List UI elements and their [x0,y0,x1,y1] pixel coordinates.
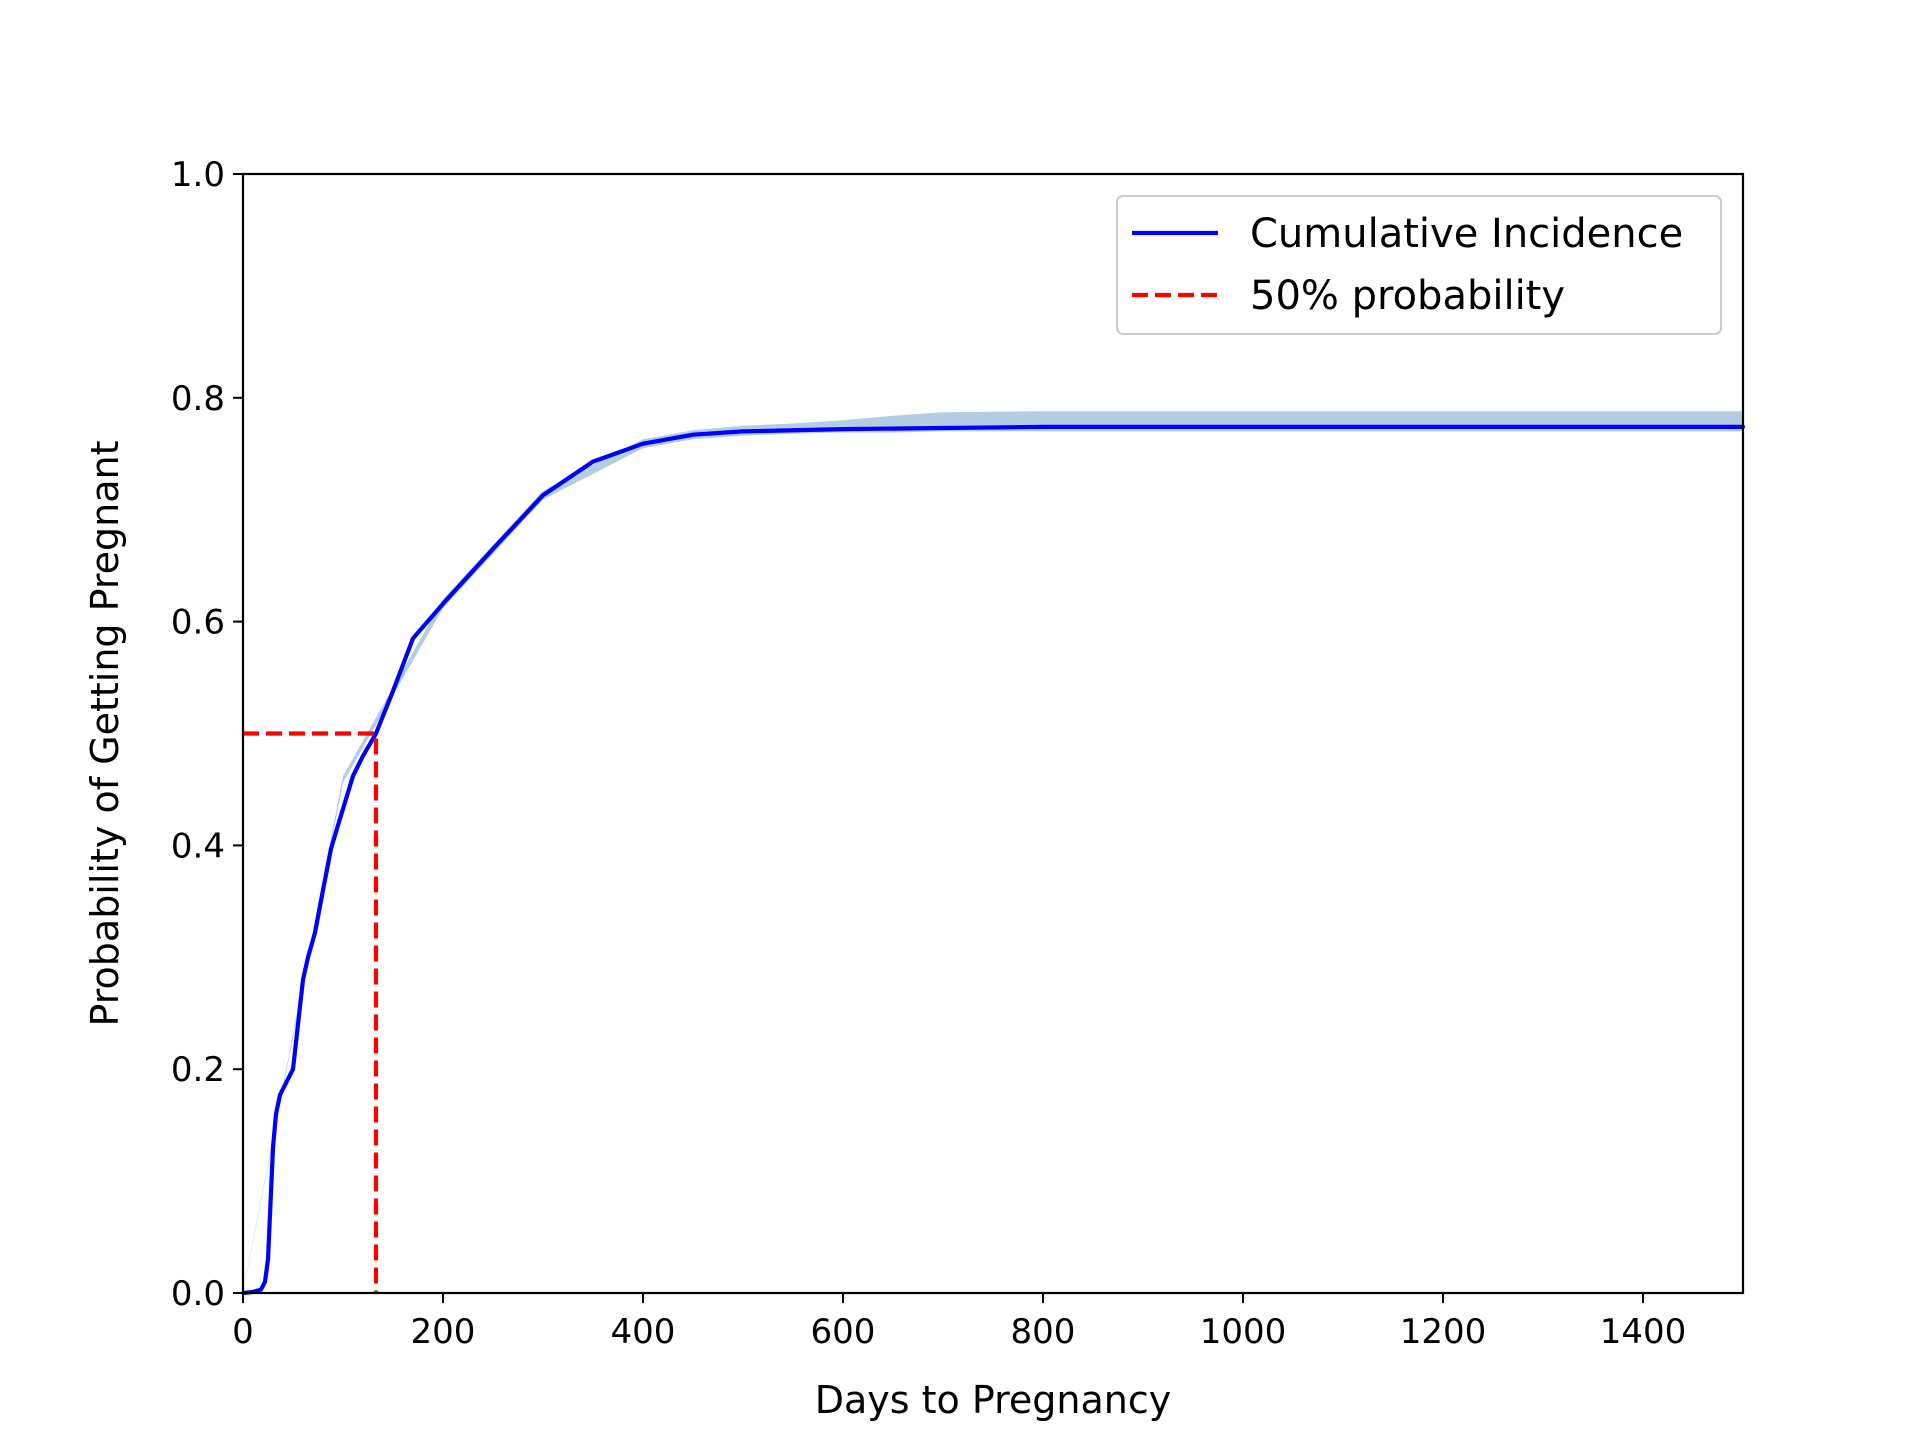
x-tick-label: 1000 [1200,1312,1287,1352]
series-line-50-percent [243,731,379,1293]
confidence-band [243,411,1743,1293]
x-tick-label: 600 [811,1312,876,1352]
y-tick-label: 0.2 [171,1050,225,1090]
x-tick-label: 400 [611,1312,676,1352]
series-line-cumulative-incidence [240,424,1746,1296]
x-tick-label: 0 [232,1312,254,1352]
y-axis: 0.0 0.2 0.4 0.6 0.8 1.0 [171,155,243,1314]
series-layer [240,424,1746,1296]
legend-box [1116,195,1722,335]
legend-label-50-percent: 50% probability [1250,273,1565,319]
legend: Cumulative Incidence 50% probability [1116,195,1722,335]
y-axis-label: Probability of Getting Pregnant [83,440,127,1026]
x-tick-label: 1200 [1400,1312,1487,1352]
y-tick-label: 1.0 [171,155,225,195]
x-axis: 0 200 400 600 800 1000 1200 1400 [232,1293,1686,1352]
plot-area [240,172,1746,1296]
x-tick-label: 800 [1011,1312,1076,1352]
legend-label-cumulative-incidence: Cumulative Incidence [1250,211,1683,257]
x-axis-label: Days to Pregnancy [815,1378,1172,1422]
y-tick-label: 0.8 [171,379,225,419]
y-tick-label: 0.0 [171,1274,225,1314]
x-tick-label: 200 [411,1312,476,1352]
x-tick-label: 1400 [1600,1312,1687,1352]
y-tick-label: 0.4 [171,826,225,866]
plot-frame [241,172,1745,1295]
y-tick-label: 0.6 [171,603,225,643]
